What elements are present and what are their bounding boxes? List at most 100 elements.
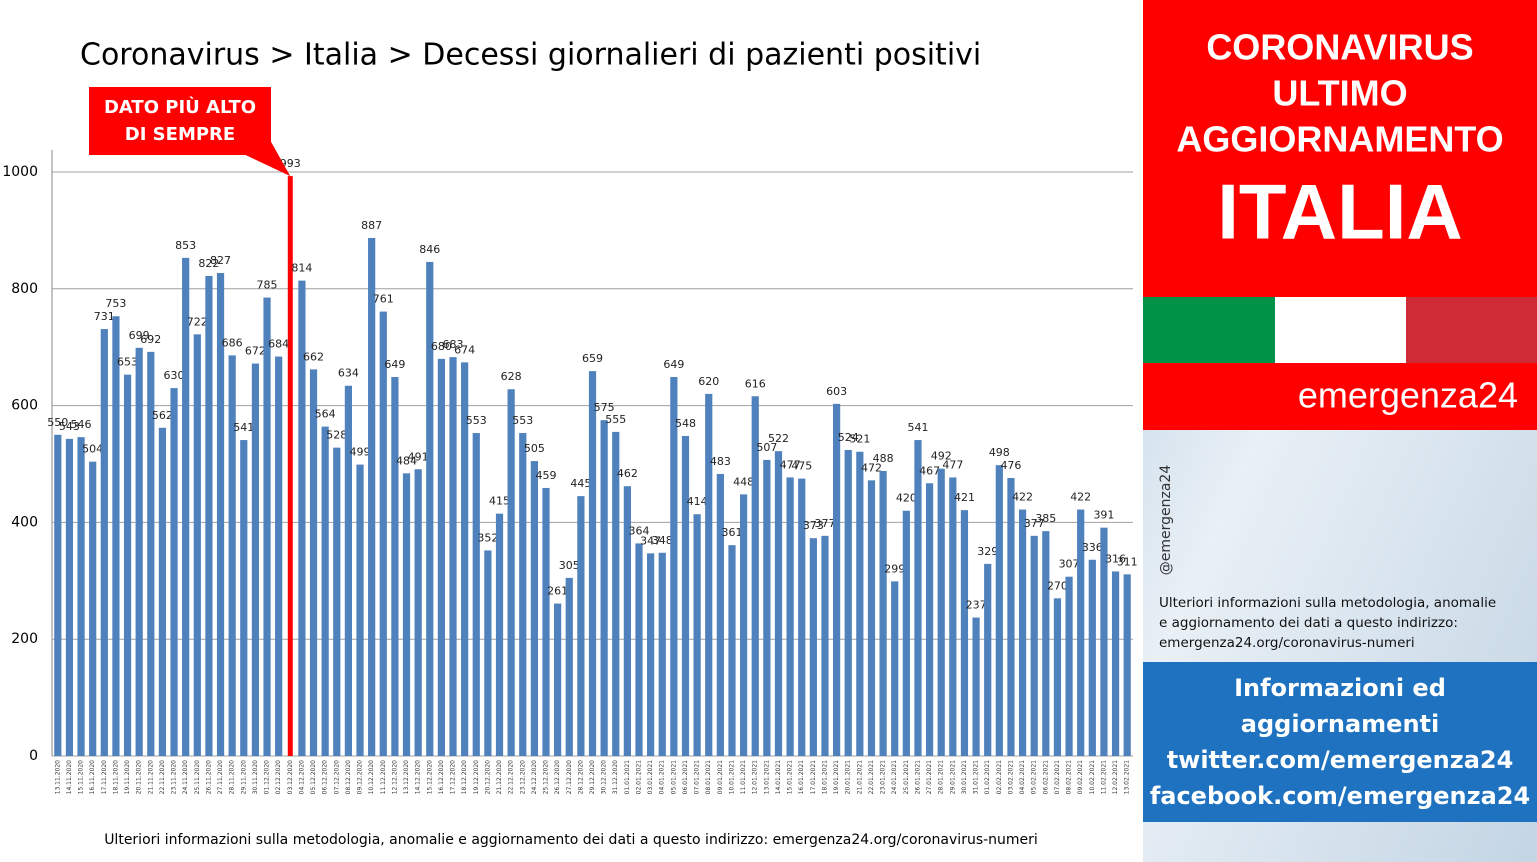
x-tick-label: 17.11.2020: [101, 760, 108, 795]
x-tick-label: 13.12.2020: [403, 760, 410, 795]
x-tick-label: 27.12.2020: [566, 760, 573, 795]
value-label: 659: [582, 352, 603, 365]
info: Informazioni ed: [1234, 674, 1446, 702]
bar: [1053, 598, 1062, 756]
value-label: 674: [454, 343, 475, 356]
value-label: 653: [117, 356, 138, 369]
bar: [461, 362, 469, 756]
y-tick-label: 200: [11, 631, 38, 647]
value-label: 483: [710, 455, 731, 468]
value-label: 555: [605, 413, 626, 426]
bar: [577, 496, 585, 756]
bar: [891, 581, 899, 756]
x-tick-label: 02.02.2021: [996, 760, 1003, 795]
value-label: 311: [1117, 555, 1138, 568]
value-label: 827: [210, 254, 231, 267]
value-label: 498: [989, 446, 1010, 459]
x-tick-label: 08.01.2021: [705, 760, 712, 795]
value-label: 524: [838, 431, 859, 444]
x-tick-label: 14.01.2021: [775, 760, 782, 795]
y-tick-label: 0: [29, 748, 38, 764]
bar: [205, 275, 213, 756]
x-tick-label: 31.01.2021: [973, 760, 980, 795]
x-tick-label: 10.12.2020: [368, 760, 375, 795]
value-label: 507: [756, 441, 777, 454]
info: twitter.com/emergenza24: [1167, 746, 1514, 774]
value-label: 553: [466, 414, 487, 427]
value-label: 462: [617, 467, 638, 480]
bar: [658, 552, 666, 756]
x-tick-label: 20.01.2021: [845, 760, 852, 795]
bar: [763, 459, 771, 756]
flag-red: [1406, 297, 1537, 363]
x-tick-label: 23.01.2021: [880, 760, 887, 795]
value-label: 299: [884, 562, 905, 575]
x-tick-label: 03.01.2021: [647, 760, 654, 795]
x-tick-label: 16.01.2021: [798, 760, 805, 795]
bar: [821, 535, 829, 756]
x-tick-label: 12.12.2020: [391, 760, 398, 795]
x-tick-label: 16.12.2020: [438, 760, 445, 795]
bar: [798, 478, 806, 756]
bar: [1111, 571, 1120, 756]
value-label: 316: [1105, 552, 1126, 565]
y-tick-label: 800: [11, 281, 38, 297]
x-tick-label: 11.02.2021: [1100, 760, 1107, 795]
value-label: 814: [291, 262, 312, 275]
x-tick-label: 13.02.2021: [1124, 760, 1131, 795]
headline: AGGIORNAMENTO: [1176, 119, 1503, 160]
x-tick-label: 01.01.2021: [624, 760, 631, 795]
x-tick-label: 25.01.2021: [903, 760, 910, 795]
value-label: 846: [419, 243, 440, 256]
x-tick-label: 12.02.2021: [1112, 760, 1119, 795]
x-tick-label: 04.01.2021: [659, 760, 666, 795]
value-label: 347: [640, 534, 661, 547]
headline: CORONAVIRUS: [1206, 27, 1473, 68]
value-label: 499: [350, 446, 371, 459]
bar: [1042, 531, 1050, 756]
value-label: 564: [315, 408, 336, 421]
value-label: 722: [187, 315, 208, 328]
value-label: 348: [652, 534, 673, 547]
bar: [54, 434, 62, 756]
x-tick-label: 07.02.2021: [1054, 760, 1061, 795]
note: emergenza24.org/coronavirus-numeri: [1159, 635, 1415, 651]
value-label: 492: [931, 450, 952, 463]
value-label: 692: [140, 333, 161, 346]
bar: [275, 356, 283, 756]
value-label: 422: [1012, 491, 1033, 504]
bar: [600, 420, 608, 756]
value-label: 649: [663, 358, 684, 371]
bar: [530, 461, 538, 756]
x-tick-label: 14.11.2020: [66, 760, 73, 795]
brand: emergenza24: [1298, 375, 1518, 416]
bar: [333, 447, 341, 756]
value-label: 822: [198, 257, 219, 270]
bar: [437, 358, 445, 756]
x-tick-label: 21.01.2021: [856, 760, 863, 795]
value-label: 237: [966, 599, 987, 612]
value-label: 420: [896, 492, 917, 505]
x-tick-label: 29.01.2021: [949, 760, 956, 795]
annotation-box: [89, 87, 271, 155]
x-tick-label: 29.11.2020: [240, 760, 247, 795]
bar: [484, 550, 492, 756]
bar: [972, 617, 980, 756]
value-label: 541: [233, 421, 254, 434]
bar: [1030, 535, 1038, 756]
value-label: 548: [675, 417, 696, 430]
bar: [984, 563, 992, 756]
y-tick-label: 1000: [2, 164, 38, 180]
bar: [449, 357, 457, 756]
flag-green: [1143, 297, 1275, 363]
bar: [344, 385, 353, 756]
bar: [519, 433, 527, 756]
x-tick-label: 02.01.2021: [635, 760, 642, 795]
x-tick-label: 28.12.2020: [577, 760, 584, 795]
x-tick-label: 25.11.2020: [194, 760, 201, 795]
x-tick-label: 27.01.2021: [926, 760, 933, 795]
value-label: 373: [803, 519, 824, 532]
bar: [588, 371, 597, 756]
country: ITALIA: [1217, 168, 1463, 256]
